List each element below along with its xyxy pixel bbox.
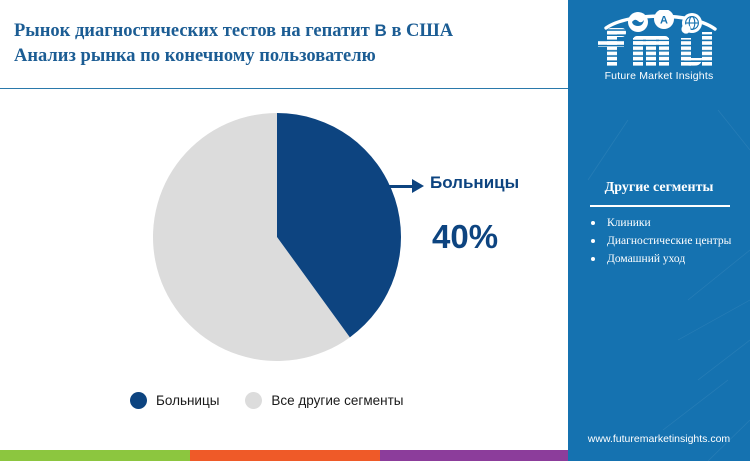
- other-segments-divider: [590, 205, 730, 207]
- callout-arrow-head-icon: [412, 179, 424, 193]
- legend-swatch-other-segments: [245, 392, 263, 409]
- segment-label: Клиники: [607, 217, 651, 229]
- svg-text:A: A: [660, 15, 668, 27]
- legend-label-hospitals: Больницы: [156, 393, 220, 408]
- list-item: Домашний уход: [590, 252, 742, 267]
- color-bar-segment-purple: [380, 450, 568, 461]
- color-bar-segment-green: [0, 450, 190, 461]
- logo-i-dot: [681, 24, 691, 34]
- color-bar-segment-orange: [190, 450, 380, 461]
- list-item: Диагностические центры: [590, 234, 742, 249]
- bullet-icon: [591, 239, 595, 243]
- pie-chart: [152, 112, 402, 362]
- fmi-logo[interactable]: A: [568, 10, 750, 82]
- pie-chart-svg: [152, 113, 401, 361]
- chart-legend: Больницы Все другие сегменты: [130, 392, 403, 409]
- callout-label: Больницы: [430, 173, 520, 192]
- fmi-logo-mark: A: [598, 10, 717, 66]
- list-item: Клиники: [590, 216, 742, 231]
- logo-tagline: Future Market Insights: [604, 70, 714, 82]
- bullet-icon: [591, 257, 595, 261]
- legend-swatch-hospitals: [130, 392, 147, 409]
- legend-label-other-segments: Все другие сегменты: [271, 393, 404, 408]
- website-url[interactable]: www.futuremarketinsights.com: [587, 433, 731, 445]
- sidebar-panel: A: [568, 0, 750, 461]
- legend-item-hospitals[interactable]: Больницы: [130, 392, 219, 409]
- other-segments-list: Клиники Диагностические центры Домашний …: [590, 216, 742, 270]
- title-line-2: Анализ рынка по конечному пользователю: [14, 46, 376, 66]
- callout-arrow-line: [376, 185, 414, 188]
- title-divider: [0, 88, 568, 89]
- pie-slice-hospitals[interactable]: [277, 113, 401, 338]
- callout-value: 40%: [432, 218, 499, 255]
- bottom-color-bar: [0, 450, 568, 461]
- pie-slice-other-segments[interactable]: [152, 113, 350, 361]
- other-segments-heading: Другие сегменты: [604, 180, 714, 195]
- logo-circle-icons: A: [628, 10, 702, 33]
- logo-wordmark: [598, 28, 712, 66]
- title-line-1: Рынок диагностических тестов на гепатит …: [14, 18, 554, 44]
- pie-chart-area: Больницы 40%: [0, 100, 568, 390]
- title-hepatitis-letter: B: [374, 21, 387, 40]
- legend-item-other-segments[interactable]: Все другие сегменты: [245, 392, 403, 409]
- page-title: Рынок диагностических тестов на гепатит …: [14, 18, 554, 69]
- callout-arrow: [376, 179, 424, 193]
- bullet-icon: [591, 221, 595, 225]
- segment-label: Диагностические центры: [607, 235, 732, 247]
- title-line-1-after: в США: [386, 21, 454, 41]
- title-line-1-before: Рынок диагностических тестов на гепатит: [14, 21, 375, 41]
- segment-label: Домашний уход: [607, 253, 686, 265]
